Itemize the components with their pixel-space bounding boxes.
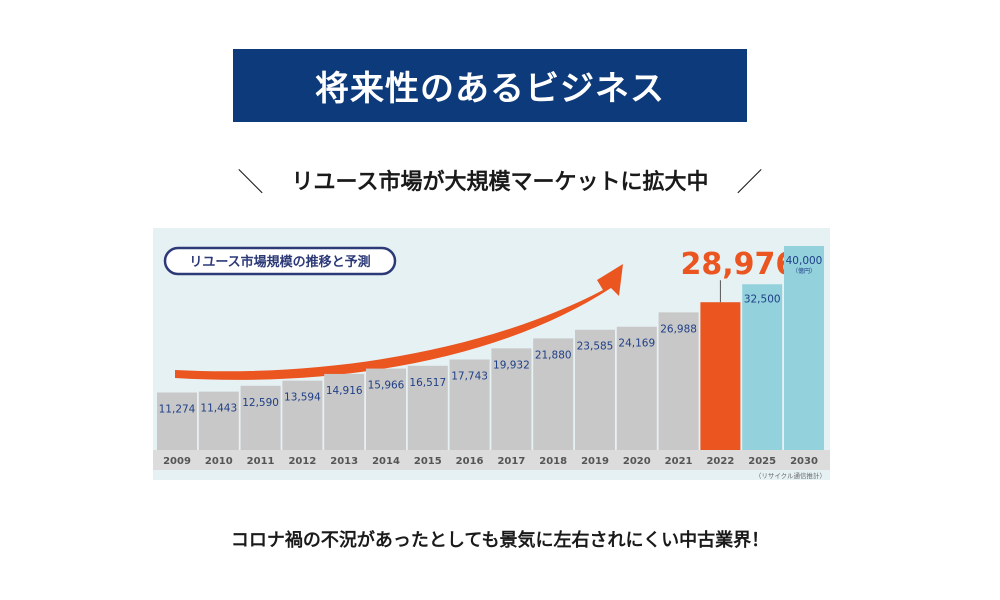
value-label-2015: 16,517: [409, 377, 446, 389]
value-label-2012: 13,594: [284, 392, 321, 404]
value-label-2020: 24,169: [618, 338, 655, 350]
bar-2014: [366, 368, 406, 450]
bar-2020: [616, 326, 657, 450]
category-label-2021: 2021: [665, 456, 693, 467]
bar-2011: [240, 385, 281, 450]
bar-2019: [575, 329, 615, 450]
bar-2017: [491, 348, 532, 450]
category-label-2015: 2015: [414, 456, 442, 467]
value-label-2017: 19,932: [493, 359, 530, 371]
category-label-2030: 2030: [790, 456, 818, 467]
category-label-2009: 2009: [163, 456, 191, 467]
bar-2018: [533, 338, 574, 450]
right-slash-mark: ／: [736, 167, 763, 198]
footer-text: コロナ禍の不況があったとしても景気に左右されにくい中古業界！: [230, 530, 770, 551]
value-label-2018: 21,880: [535, 349, 572, 361]
bar-2022: [700, 302, 741, 450]
value-label-2011: 12,590: [242, 397, 279, 409]
chart-svg: リユース市場規模の推移と予測 11,274 2009 11,443 2010 12,590…: [153, 228, 830, 480]
x-axis-strip: [153, 450, 830, 470]
bar-2010: [198, 391, 239, 450]
unit-label: （億円）: [792, 267, 816, 275]
category-label-2017: 2017: [497, 456, 525, 467]
category-label-2019: 2019: [581, 456, 609, 467]
left-slash-mark: ＼: [237, 167, 264, 198]
subtitle-text: リユース市場が大規模マーケットに拡大中: [291, 170, 709, 195]
value-label-2021: 26,988: [660, 323, 697, 335]
value-label-2022: 28,976: [681, 247, 797, 282]
category-label-2016: 2016: [456, 456, 484, 467]
value-label-2025: 32,500: [744, 293, 781, 305]
value-label-2016: 17,743: [451, 371, 488, 383]
bar-2009: [157, 392, 197, 450]
bar-2012: [282, 380, 323, 450]
category-label-2022: 2022: [706, 456, 734, 467]
category-label-2020: 2020: [623, 456, 651, 467]
value-label-2013: 14,916: [326, 385, 363, 397]
value-label-2030: 40,000: [786, 255, 823, 267]
title-banner: 将来性のあるビジネス: [233, 49, 747, 122]
bar-2025: [742, 284, 783, 450]
value-label-2009: 11,274: [159, 404, 196, 416]
page-title: 将来性のあるビジネス: [315, 69, 665, 109]
bar-2030: [784, 246, 824, 450]
bar-2021: [658, 312, 699, 450]
chart-title-pill: [163, 246, 397, 276]
bar-2016: [449, 359, 490, 450]
bar-2013: [324, 373, 365, 450]
category-label-2013: 2013: [330, 456, 358, 467]
value-label-2010: 11,443: [200, 403, 237, 415]
growth-arrow: [175, 264, 623, 380]
subtitle-row: ＼ リユース市場が大規模マーケットに拡大中 ／: [0, 160, 1000, 200]
category-label-2012: 2012: [288, 456, 316, 467]
category-label-2014: 2014: [372, 456, 400, 467]
category-label-2010: 2010: [205, 456, 233, 467]
reuse-market-chart: リユース市場規模の推移と予測 11,274 2009 11,443 2010 12,590…: [153, 228, 830, 480]
category-label-2011: 2011: [247, 456, 275, 467]
category-label-2018: 2018: [539, 456, 567, 467]
value-label-2019: 23,585: [577, 341, 614, 353]
category-label-2025: 2025: [748, 456, 776, 467]
bar-2015: [407, 365, 448, 450]
chart-title: リユース市場規模の推移と予測: [189, 254, 370, 270]
source-label: （リサイクル通信推計）: [755, 471, 826, 480]
value-label-2014: 15,966: [368, 380, 405, 392]
